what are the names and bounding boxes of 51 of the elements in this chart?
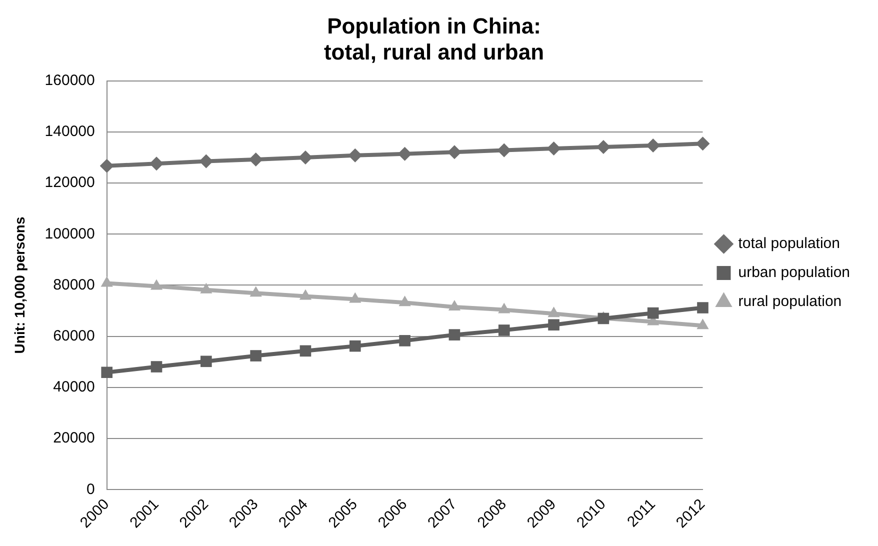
point [300,345,312,357]
point [250,286,262,297]
point [199,154,214,168]
point [349,292,362,303]
y-tick-label: 20000 [53,430,95,447]
point [349,340,361,352]
y-tick-label: 60000 [53,327,95,344]
y-tick-label: 40000 [53,378,95,396]
legend-label: rural population [738,293,842,310]
point [150,361,162,372]
y-tick-label: 160000 [44,72,95,89]
point [100,276,113,287]
point [498,324,510,336]
point [101,366,113,378]
point [150,156,164,171]
point [100,158,114,173]
point [448,329,460,340]
legend-label: urban population [738,264,850,282]
point [398,146,412,161]
point [596,140,610,154]
point [200,282,212,294]
point [646,138,660,152]
point [447,145,462,160]
point [200,356,212,368]
point [250,350,262,362]
y-tick-label: 120000 [44,174,95,192]
point [348,148,362,162]
point [448,300,461,310]
point [399,335,410,346]
point [248,152,263,167]
point [398,296,411,306]
y-tick-label: 140000 [44,123,95,140]
legend-label: total population [738,235,840,252]
y-tick-label: 80000 [53,276,95,294]
point [497,143,512,158]
point [498,302,510,314]
point [299,289,312,300]
point [696,136,710,151]
y-axis-title: Unit: 10,000 persons [11,216,28,354]
point [150,279,163,290]
point [647,307,659,319]
point [546,142,561,156]
point [697,302,708,314]
point [548,319,560,331]
point [696,318,709,330]
chart-title: Population in China: total, rural and urban [324,13,544,65]
point [548,306,560,318]
y-tick-label: 100000 [44,225,95,242]
point [298,150,312,164]
y-tick-label: 0 [86,480,95,498]
point [598,312,610,324]
